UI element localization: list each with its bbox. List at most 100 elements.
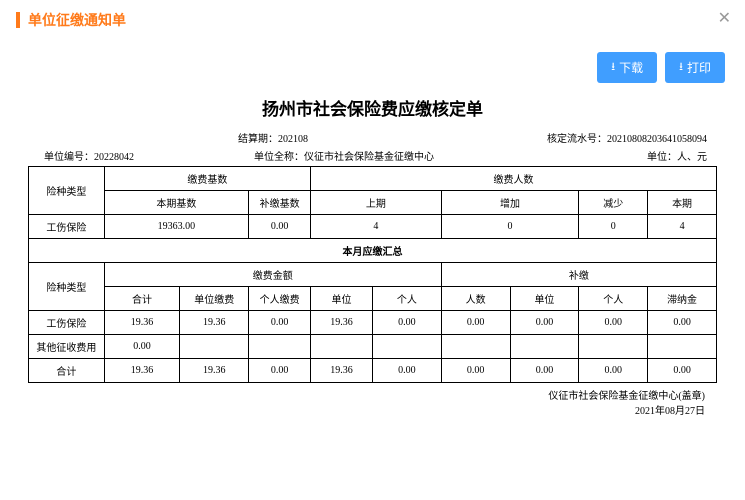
cell: 19.36 [104, 311, 180, 335]
cell [249, 335, 311, 359]
cell: 0.00 [648, 311, 717, 335]
cell: 0.00 [249, 359, 311, 383]
cell: 工伤保险 [29, 215, 105, 239]
table-row: 本期基数 补缴基数 上期 增加 减少 本期 [29, 191, 717, 215]
unitno-value: 20228042 [94, 152, 134, 163]
unit-label: 单位： [647, 152, 677, 163]
serial-value: 20210808203641058094 [607, 134, 707, 145]
download-icon: ⭳ [611, 58, 615, 77]
meta-unit: 单位：人、元 [647, 148, 707, 163]
period-value: 202108 [278, 134, 308, 145]
cell: 本期基数 [104, 191, 248, 215]
cell: 个人 [372, 287, 441, 311]
cell: 19.36 [180, 359, 249, 383]
unitname-value: 仪征市社会保险基金征缴中心 [304, 152, 434, 163]
cell: 0 [441, 215, 579, 239]
unit-value: 人、元 [677, 152, 707, 163]
cell: 0.00 [510, 311, 579, 335]
cell: 合计 [104, 287, 180, 311]
table-row: 险种类型 缴费基数 缴费人数 [29, 167, 717, 191]
meta-row-2: 单位编号：20228042 单位全称：仪征市社会保险基金征缴中心 单位：人、元 [28, 148, 717, 163]
cell: 19.36 [311, 311, 373, 335]
footer-org: 仪征市社会保险基金征缴中心(盖章) [28, 389, 705, 404]
table-row: 工伤保险 19363.00 0.00 4 0 0 4 [29, 215, 717, 239]
cell: 单位缴费 [180, 287, 249, 311]
cell: 本期 [648, 191, 717, 215]
cell: 减少 [579, 191, 648, 215]
cell [579, 335, 648, 359]
cell: 个人 [579, 287, 648, 311]
cell [648, 335, 717, 359]
print-icon: ⭳ [679, 58, 683, 77]
footer-info: 仪征市社会保险基金征缴中心(盖章) 2021年08月27日 [28, 389, 705, 419]
cell: 0.00 [579, 311, 648, 335]
document-body: 扬州市社会保险费应缴核定单 结算期：202108 核定流水号：202108082… [0, 95, 745, 419]
cell: 4 [648, 215, 717, 239]
header-accent [16, 12, 20, 28]
serial-label: 核定流水号： [547, 134, 607, 145]
cell: 0.00 [648, 359, 717, 383]
cell: 0.00 [104, 335, 180, 359]
cell: 缴费金额 [104, 263, 441, 287]
meta-unitno: 单位编号：20228042 [44, 148, 134, 163]
cell: 0.00 [372, 359, 441, 383]
cell-type-header: 险种类型 [29, 167, 105, 215]
cell [311, 335, 373, 359]
table-row: 其他征收费用 0.00 [29, 335, 717, 359]
unitname-label: 单位全称： [254, 152, 304, 163]
cell: 0.00 [510, 359, 579, 383]
meta-period: 结算期：202108 [238, 130, 308, 145]
cell: 个人缴费 [249, 287, 311, 311]
cell: 0.00 [372, 311, 441, 335]
cell: 补缴基数 [249, 191, 311, 215]
cell: 19363.00 [104, 215, 248, 239]
table-row: 本月应缴汇总 [29, 239, 717, 263]
cell: 工伤保险 [29, 311, 105, 335]
close-icon[interactable]: ✕ [718, 8, 731, 28]
cell: 滞纳金 [648, 287, 717, 311]
meta-serial: 核定流水号：20210808203641058094 [547, 130, 707, 145]
cell-count-header: 缴费人数 [311, 167, 717, 191]
section-header: 本月应缴汇总 [29, 239, 717, 263]
cell: 19.36 [311, 359, 373, 383]
cell: 单位 [510, 287, 579, 311]
table-row: 合计 19.36 19.36 0.00 19.36 0.00 0.00 0.00… [29, 359, 717, 383]
toolbar: ⭳ 下载 ⭳ 打印 [0, 38, 745, 95]
cell [510, 335, 579, 359]
meta-row-1: 结算期：202108 核定流水号：20210808203641058094 [28, 130, 717, 145]
cell: 增加 [441, 191, 579, 215]
unitno-label: 单位编号： [44, 152, 94, 163]
cell: 补缴 [441, 263, 716, 287]
table-row: 险种类型 缴费金额 补缴 [29, 263, 717, 287]
cell: 0.00 [249, 311, 311, 335]
cell: 合计 [29, 359, 105, 383]
cell: 0 [579, 215, 648, 239]
cell: 0.00 [249, 215, 311, 239]
meta-unitname: 单位全称：仪征市社会保险基金征缴中心 [254, 148, 434, 163]
download-button[interactable]: ⭳ 下载 [597, 52, 657, 83]
cell: 单位 [311, 287, 373, 311]
table-row: 合计 单位缴费 个人缴费 单位 个人 人数 单位 个人 滞纳金 [29, 287, 717, 311]
cell: 19.36 [180, 311, 249, 335]
print-button[interactable]: ⭳ 打印 [665, 52, 725, 83]
cell: 0.00 [579, 359, 648, 383]
cell: 0.00 [441, 359, 510, 383]
cell: 其他征收费用 [29, 335, 105, 359]
print-label: 打印 [687, 59, 711, 76]
data-table: 险种类型 缴费基数 缴费人数 本期基数 补缴基数 上期 增加 减少 本期 工伤保… [28, 166, 717, 383]
cell-base-header: 缴费基数 [104, 167, 310, 191]
dialog-header: 单位征缴通知单 ✕ [0, 0, 745, 38]
cell: 人数 [441, 287, 510, 311]
cell [180, 335, 249, 359]
cell [372, 335, 441, 359]
footer-date: 2021年08月27日 [28, 404, 705, 419]
cell: 0.00 [441, 311, 510, 335]
table-row: 工伤保险 19.36 19.36 0.00 19.36 0.00 0.00 0.… [29, 311, 717, 335]
cell: 19.36 [104, 359, 180, 383]
cell: 4 [311, 215, 442, 239]
cell [441, 335, 510, 359]
period-label: 结算期： [238, 134, 278, 145]
cell: 险种类型 [29, 263, 105, 311]
document-title: 扬州市社会保险费应缴核定单 [28, 95, 717, 120]
download-label: 下载 [619, 59, 643, 76]
